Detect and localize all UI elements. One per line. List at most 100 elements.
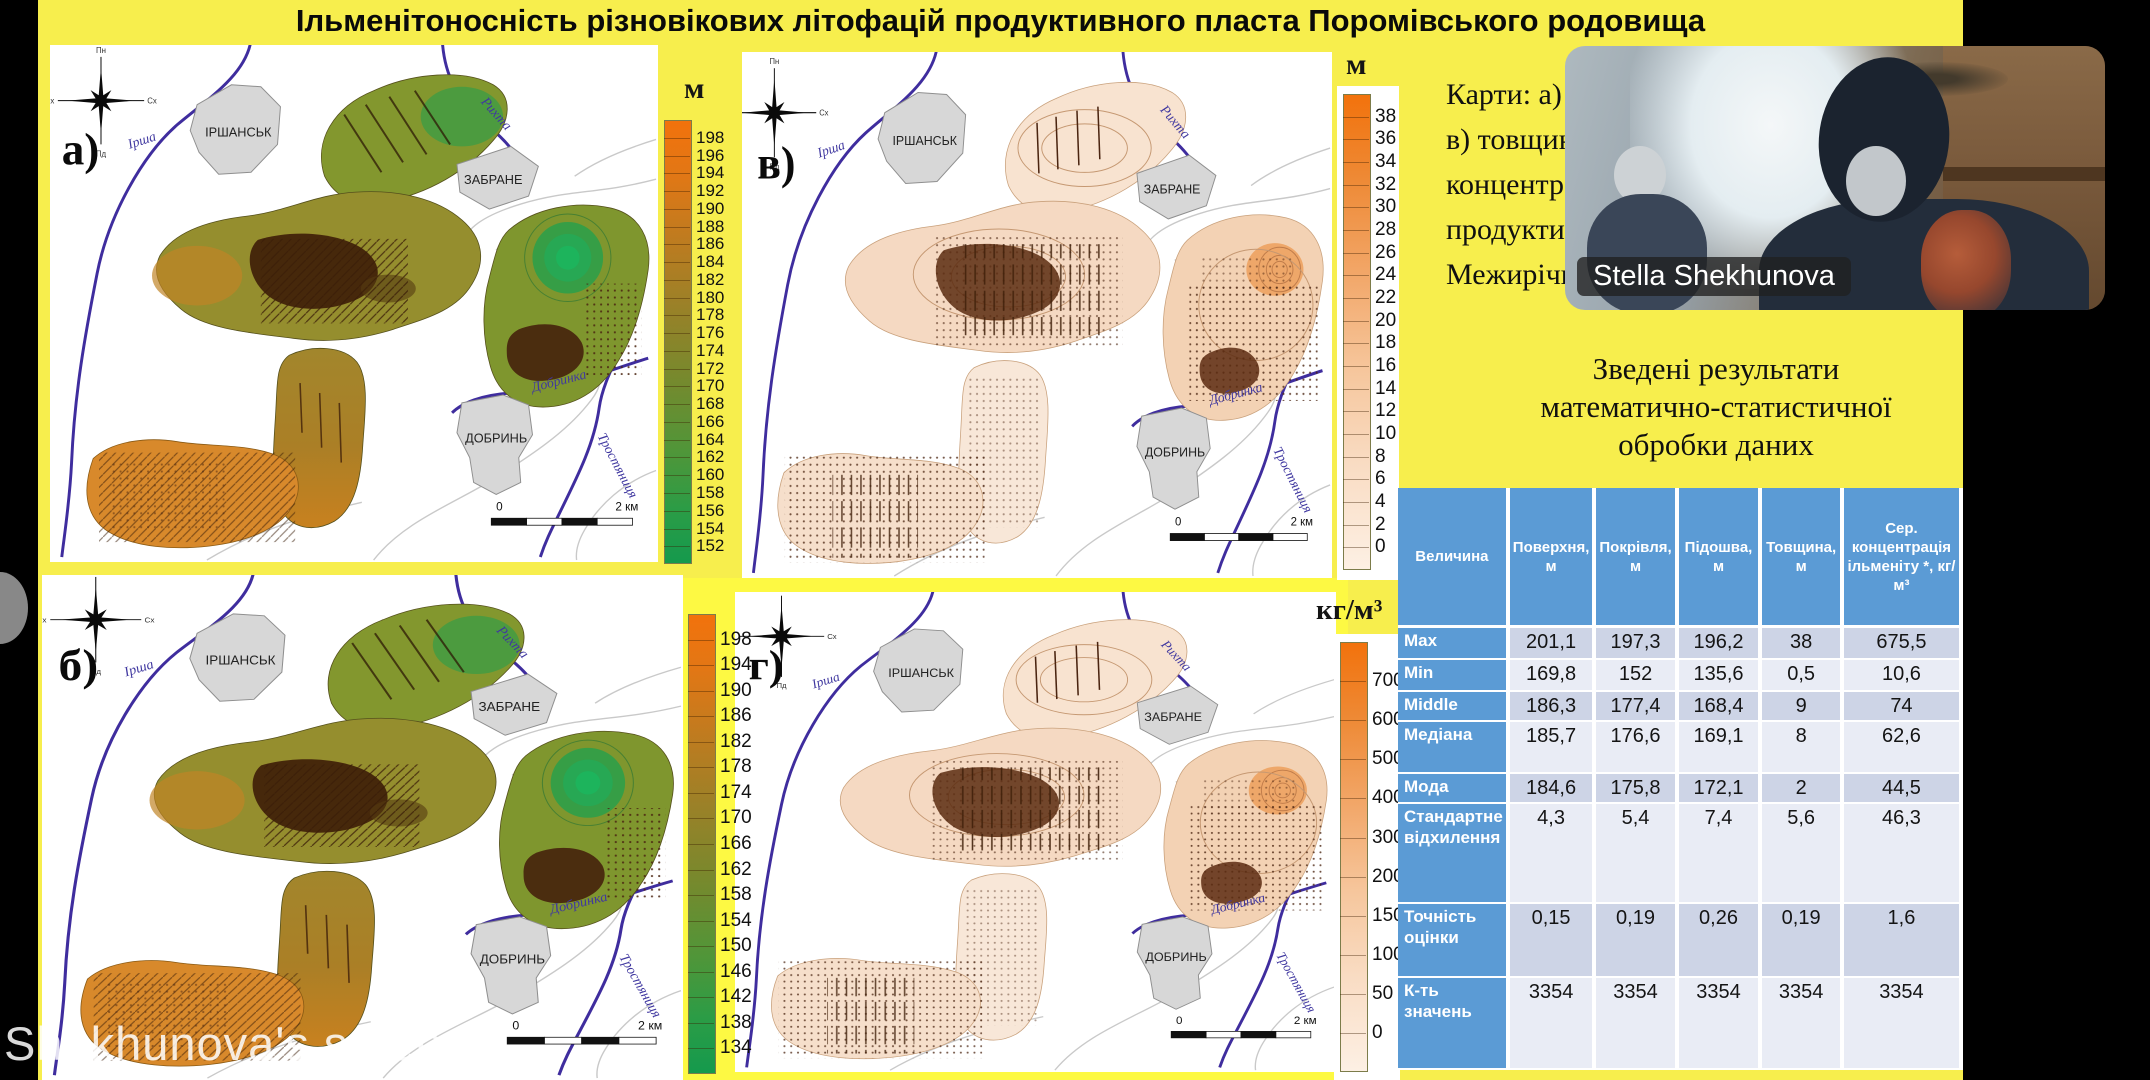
svg-text:2 км: 2 км <box>1291 515 1313 528</box>
stats-cell: 4,3 <box>1509 804 1597 904</box>
map-scalebar: 0 2 км <box>490 499 638 526</box>
scale-tick-label: 38 <box>1375 105 1397 127</box>
stats-row-label: Мода <box>1398 774 1510 804</box>
scale-tick-label: 200 <box>1372 865 1404 887</box>
stats-cell: 675,5 <box>1843 628 1963 660</box>
stats-cell: 152 <box>1596 660 1679 692</box>
stats-col-header: Покрівля, м <box>1596 488 1679 628</box>
stats-cell: 169,1 <box>1678 722 1763 774</box>
scale-tick-label: 158 <box>696 483 725 502</box>
town-irshansk-label: ІРШАНСЬК <box>206 653 276 668</box>
stats-cell: 3354 <box>1762 978 1844 1070</box>
scale-tick-label: 26 <box>1375 241 1397 263</box>
scale-tick-label: 146 <box>720 960 752 982</box>
scale-tick-label: 156 <box>696 500 725 520</box>
stats-row-label: Медіана <box>1398 722 1510 774</box>
scale-tick-label: 172 <box>696 358 725 378</box>
scale-tick-label: 24 <box>1375 264 1397 286</box>
scale-tick-label: 22 <box>1375 287 1397 308</box>
color-scale-b: 198 194 190 186 182 178 174 170 166 162 158 154 150 1… <box>688 614 752 1074</box>
scale-tick-label: 36 <box>1375 128 1397 150</box>
map-panel-v: ІРШАНСЬК ЗАБРАНЕ ДОБРИНЬ Ірша Рихта Добр… <box>742 52 1332 578</box>
stats-row-label: К-ть значень <box>1398 978 1510 1070</box>
stats-row: Min 169,8 152 135,6 0,5 10,6 <box>1398 660 1963 692</box>
compass-east-label: Сх <box>819 109 828 118</box>
speaker-scarf <box>1921 209 2012 310</box>
stats-cell: 184,6 <box>1509 774 1597 804</box>
compass-east-label: Сх <box>144 616 154 625</box>
compass-south-label: Пд <box>769 162 779 171</box>
scale-tick-label: 190 <box>696 198 725 218</box>
stats-row: К-ть значень 3354 3354 3354 3354 3354 <box>1398 978 1963 1070</box>
deposit-areas <box>771 619 1328 1060</box>
stats-cell: 9 <box>1762 692 1844 722</box>
scale-tick-label: 194 <box>720 654 752 676</box>
town-dobryn-label: ДОБРИНЬ <box>480 952 545 967</box>
stats-cell: 185,7 <box>1509 722 1597 774</box>
scale-tick-label: 28 <box>1375 219 1397 240</box>
screen-share-watermark: Shekhunova's screen <box>4 1017 471 1070</box>
town-labels: ІРШАНСЬК ЗАБРАНЕ ДОБРИНЬ <box>206 653 546 967</box>
town-dobryn-shape <box>456 394 533 495</box>
compass-rose: Пн Пд Сх Зх <box>50 46 157 158</box>
town-zabrane-label: ЗАБРАНЕ <box>479 699 541 714</box>
deposit-areas <box>777 81 1324 564</box>
scale-tick-label: 20 <box>1375 309 1397 331</box>
scale-tick-label: 8 <box>1375 445 1386 467</box>
compass-south-label: Пд <box>90 667 101 676</box>
river-trostyanytsia-label: Тростяниця <box>1271 444 1316 515</box>
map-scalebar: 0 2 км <box>1169 515 1313 541</box>
scale-tick-label: 34 <box>1375 151 1397 172</box>
river-trostyanytsia-label: Тростяниця <box>615 951 664 1020</box>
stats-row: Стандартне відхилення 4,3 5,4 7,4 5,6 46,3 <box>1398 804 1963 904</box>
town-irshansk-label: ІРШАНСЬК <box>205 124 272 139</box>
compass-rose: Пн Пд Сх Зх <box>742 57 829 171</box>
town-irshansk-label: ІРШАНСЬК <box>888 666 954 680</box>
stats-row: Middle 186,3 177,4 168,4 9 74 <box>1398 692 1963 722</box>
scale-tick-label: 182 <box>696 269 725 289</box>
participant-video-tile[interactable]: Stella Shekhunova <box>1565 46 2105 310</box>
compass-east-label: Сх <box>827 632 837 641</box>
town-dobryn-label: ДОБРИНЬ <box>1145 444 1205 459</box>
town-labels: ІРШАНСЬК ЗАБРАНЕ ДОБРИНЬ <box>205 124 527 445</box>
town-dobryn-shape <box>1136 407 1211 510</box>
scale-tick-label: 154 <box>720 909 752 931</box>
deposit-areas <box>80 603 674 1067</box>
color-scale-v: 38 36 34 32 30 28 26 24 22 20 18 16 14 12 10 8 6 4 2 0 <box>1343 94 1399 570</box>
color-scale-g: 700 600 500 400 300 200 150 100 50 0 <box>1340 642 1404 1072</box>
town-irshansk-shape <box>189 84 281 175</box>
compass-west-label: Зх <box>42 616 47 625</box>
scale-gradient-bar <box>1340 642 1368 1072</box>
stats-cell: 3354 <box>1678 978 1763 1070</box>
svg-text:0: 0 <box>1176 1015 1182 1027</box>
town-dobryn-label: ДОБРИНЬ <box>465 431 527 446</box>
stats-cell: 8 <box>1762 722 1844 774</box>
town-zabrane-label: ЗАБРАНЕ <box>464 172 522 187</box>
stats-cell: 175,8 <box>1596 774 1679 804</box>
map-panel-g: ІРШАНСЬК ЗАБРАНЕ ДОБРИНЬ Ірша Рихта Добр… <box>735 592 1336 1072</box>
map-panel-label: а) <box>62 124 100 174</box>
stats-cell: 0,19 <box>1762 904 1844 978</box>
scale-tick-label: 194 <box>696 163 725 183</box>
stats-row-label: Стандартне відхилення <box>1398 804 1510 904</box>
scale-tick-label: 10 <box>1375 423 1397 444</box>
scale-tick-label: 152 <box>696 536 725 556</box>
stats-cell: 176,6 <box>1596 722 1679 774</box>
town-zabrane-shape <box>456 145 539 210</box>
scale-tick-label: 176 <box>696 323 725 343</box>
map-scalebar: 0 2 км <box>1170 1015 1317 1039</box>
scale-tick-label: 600 <box>1372 709 1404 731</box>
stats-cell: 169,8 <box>1509 660 1597 692</box>
scale-tick-label: 166 <box>720 833 752 854</box>
stats-col-header: Поверхня, м <box>1509 488 1597 628</box>
stats-col-header: Товщина, м <box>1762 488 1844 628</box>
scale-tick-label: 190 <box>720 679 752 701</box>
stats-cell: 197,3 <box>1596 628 1679 660</box>
compass-west-label: Зх <box>735 632 736 641</box>
svg-text:0: 0 <box>1175 515 1182 528</box>
compass-north-label: Пн <box>777 592 787 594</box>
town-zabrane-shape <box>1136 685 1219 745</box>
scale-tick-label: 32 <box>1375 173 1397 195</box>
stats-cell: 7,4 <box>1678 804 1763 904</box>
meeting-side-control[interactable] <box>0 572 28 644</box>
